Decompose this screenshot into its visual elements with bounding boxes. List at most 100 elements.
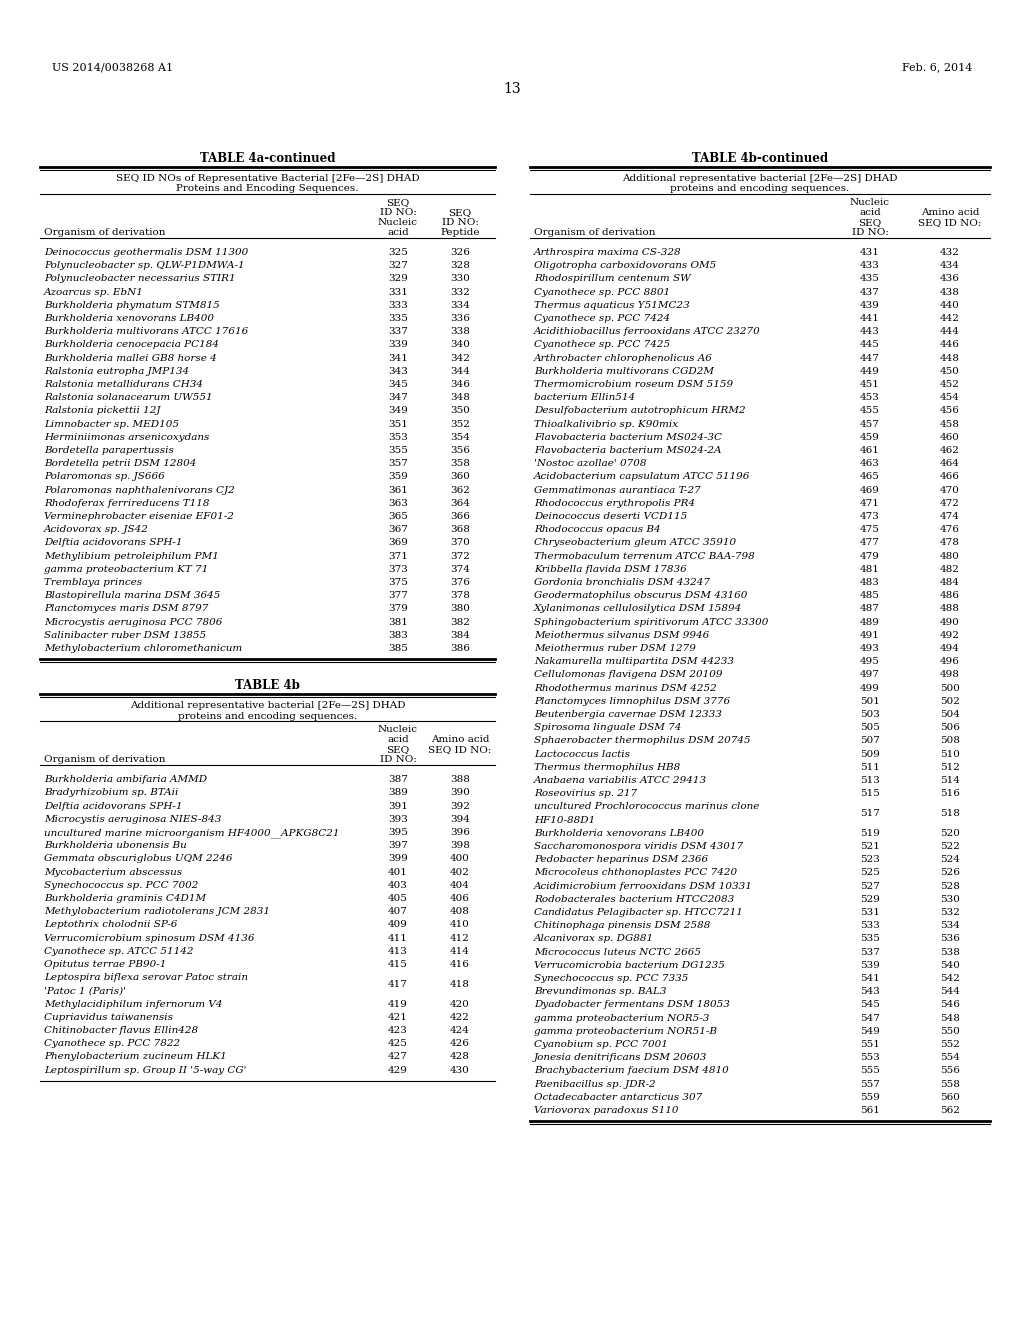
Text: acid: acid <box>859 209 881 216</box>
Text: Phenylobacterium zucineum HLK1: Phenylobacterium zucineum HLK1 <box>44 1052 226 1061</box>
Text: 508: 508 <box>940 737 959 746</box>
Text: Deinococcus geothermalis DSM 11300: Deinococcus geothermalis DSM 11300 <box>44 248 248 257</box>
Text: TABLE 4b: TABLE 4b <box>236 680 300 692</box>
Text: gamma proteobacterium KT 71: gamma proteobacterium KT 71 <box>44 565 208 574</box>
Text: 343: 343 <box>388 367 408 376</box>
Text: 489: 489 <box>860 618 880 627</box>
Text: 418: 418 <box>451 979 470 989</box>
Text: 433: 433 <box>860 261 880 271</box>
Text: ID NO:: ID NO: <box>852 228 889 238</box>
Text: 460: 460 <box>940 433 959 442</box>
Text: Cyanobium sp. PCC 7001: Cyanobium sp. PCC 7001 <box>534 1040 668 1049</box>
Text: 393: 393 <box>388 814 408 824</box>
Text: 383: 383 <box>388 631 408 640</box>
Text: Burkholderia multivorans ATCC 17616: Burkholderia multivorans ATCC 17616 <box>44 327 248 337</box>
Text: 360: 360 <box>451 473 470 482</box>
Text: 502: 502 <box>940 697 959 706</box>
Text: uncultured Prochlorococcus marinus clone: uncultured Prochlorococcus marinus clone <box>534 803 760 812</box>
Text: 344: 344 <box>451 367 470 376</box>
Text: 430: 430 <box>451 1065 470 1074</box>
Text: Flavobacteria bacterium MS024-3C: Flavobacteria bacterium MS024-3C <box>534 433 722 442</box>
Text: 530: 530 <box>940 895 959 904</box>
Text: 558: 558 <box>940 1080 959 1089</box>
Text: 516: 516 <box>940 789 959 799</box>
Text: 328: 328 <box>451 261 470 271</box>
Text: 525: 525 <box>860 869 880 878</box>
Text: Octadecabacter antarcticus 307: Octadecabacter antarcticus 307 <box>534 1093 702 1102</box>
Text: 363: 363 <box>388 499 408 508</box>
Text: 495: 495 <box>860 657 880 667</box>
Text: Cyanothece sp. ATCC 51142: Cyanothece sp. ATCC 51142 <box>44 946 194 956</box>
Text: Ralstonia metallidurans CH34: Ralstonia metallidurans CH34 <box>44 380 203 389</box>
Text: 484: 484 <box>940 578 959 587</box>
Text: 556: 556 <box>940 1067 959 1076</box>
Text: 384: 384 <box>451 631 470 640</box>
Text: Brevundimonas sp. BAL3: Brevundimonas sp. BAL3 <box>534 987 667 997</box>
Text: 543: 543 <box>860 987 880 997</box>
Text: HF10-88D1: HF10-88D1 <box>534 816 595 825</box>
Text: SEQ ID NO:: SEQ ID NO: <box>428 746 492 754</box>
Text: Rhodothermus marinus DSM 4252: Rhodothermus marinus DSM 4252 <box>534 684 717 693</box>
Text: Nucleic: Nucleic <box>378 218 418 227</box>
Text: Leptospira biflexa serovar Patoc strain: Leptospira biflexa serovar Patoc strain <box>44 973 248 982</box>
Text: Geodermatophilus obscurus DSM 43160: Geodermatophilus obscurus DSM 43160 <box>534 591 748 601</box>
Text: Cyanothece sp. PCC 7424: Cyanothece sp. PCC 7424 <box>534 314 670 323</box>
Text: 498: 498 <box>940 671 959 680</box>
Text: 358: 358 <box>451 459 470 469</box>
Text: Cyanothece sp. PCC 7822: Cyanothece sp. PCC 7822 <box>44 1039 180 1048</box>
Text: 346: 346 <box>451 380 470 389</box>
Text: 364: 364 <box>451 499 470 508</box>
Text: 517: 517 <box>860 809 880 818</box>
Text: Cupriavidus taiwanensis: Cupriavidus taiwanensis <box>44 1012 173 1022</box>
Text: 491: 491 <box>860 631 880 640</box>
Text: Xylanimonas cellulosilytica DSM 15894: Xylanimonas cellulosilytica DSM 15894 <box>534 605 742 614</box>
Text: 457: 457 <box>860 420 880 429</box>
Text: 515: 515 <box>860 789 880 799</box>
Text: 546: 546 <box>940 1001 959 1010</box>
Text: Methylobacterium radiotolerans JCM 2831: Methylobacterium radiotolerans JCM 2831 <box>44 907 270 916</box>
Text: 432: 432 <box>940 248 959 257</box>
Text: Thermomicrobium roseum DSM 5159: Thermomicrobium roseum DSM 5159 <box>534 380 733 389</box>
Text: 'Patoc 1 (Paris)': 'Patoc 1 (Paris)' <box>44 986 126 995</box>
Text: acid: acid <box>387 228 409 238</box>
Text: Nucleic: Nucleic <box>378 725 418 734</box>
Text: 412: 412 <box>451 933 470 942</box>
Text: 330: 330 <box>451 275 470 284</box>
Text: Leptothrix cholodnii SP-6: Leptothrix cholodnii SP-6 <box>44 920 177 929</box>
Text: 509: 509 <box>860 750 880 759</box>
Text: 420: 420 <box>451 999 470 1008</box>
Text: 13: 13 <box>503 82 521 96</box>
Text: 402: 402 <box>451 867 470 876</box>
Text: 325: 325 <box>388 248 408 257</box>
Text: Deinococcus deserti VCD115: Deinococcus deserti VCD115 <box>534 512 687 521</box>
Text: 366: 366 <box>451 512 470 521</box>
Text: 414: 414 <box>451 946 470 956</box>
Text: 555: 555 <box>860 1067 880 1076</box>
Text: 354: 354 <box>451 433 470 442</box>
Text: Sphaerobacter thermophilus DSM 20745: Sphaerobacter thermophilus DSM 20745 <box>534 737 751 746</box>
Text: 541: 541 <box>860 974 880 983</box>
Text: 361: 361 <box>388 486 408 495</box>
Text: 479: 479 <box>860 552 880 561</box>
Text: 380: 380 <box>451 605 470 614</box>
Text: 536: 536 <box>940 935 959 944</box>
Text: 368: 368 <box>451 525 470 535</box>
Text: Bradyrhizobium sp. BTAii: Bradyrhizobium sp. BTAii <box>44 788 178 797</box>
Text: 404: 404 <box>451 880 470 890</box>
Text: 379: 379 <box>388 605 408 614</box>
Text: 548: 548 <box>940 1014 959 1023</box>
Text: 478: 478 <box>940 539 959 548</box>
Text: Delftia acidovorans SPH-1: Delftia acidovorans SPH-1 <box>44 801 182 810</box>
Text: Rhodoferax ferrireducens T118: Rhodoferax ferrireducens T118 <box>44 499 210 508</box>
Text: 455: 455 <box>860 407 880 416</box>
Text: Chitinobacter flavus Ellin428: Chitinobacter flavus Ellin428 <box>44 1026 198 1035</box>
Text: 539: 539 <box>860 961 880 970</box>
Text: 535: 535 <box>860 935 880 944</box>
Text: 345: 345 <box>388 380 408 389</box>
Text: 529: 529 <box>860 895 880 904</box>
Text: 403: 403 <box>388 880 408 890</box>
Text: 547: 547 <box>860 1014 880 1023</box>
Text: 370: 370 <box>451 539 470 548</box>
Text: 447: 447 <box>860 354 880 363</box>
Text: 551: 551 <box>860 1040 880 1049</box>
